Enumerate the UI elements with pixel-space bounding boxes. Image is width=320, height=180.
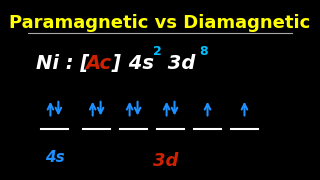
Text: Ac: Ac <box>85 54 111 73</box>
Text: Paramagnetic vs Diamagnetic: Paramagnetic vs Diamagnetic <box>9 14 311 32</box>
Text: 8: 8 <box>200 44 208 58</box>
Text: 3d: 3d <box>153 152 178 170</box>
Text: 4s: 4s <box>122 54 154 73</box>
Text: 2: 2 <box>153 44 162 58</box>
Text: 3d: 3d <box>161 54 196 73</box>
Text: 4s: 4s <box>44 150 64 165</box>
Text: Ni : [: Ni : [ <box>36 54 89 73</box>
Text: ]: ] <box>111 54 120 73</box>
